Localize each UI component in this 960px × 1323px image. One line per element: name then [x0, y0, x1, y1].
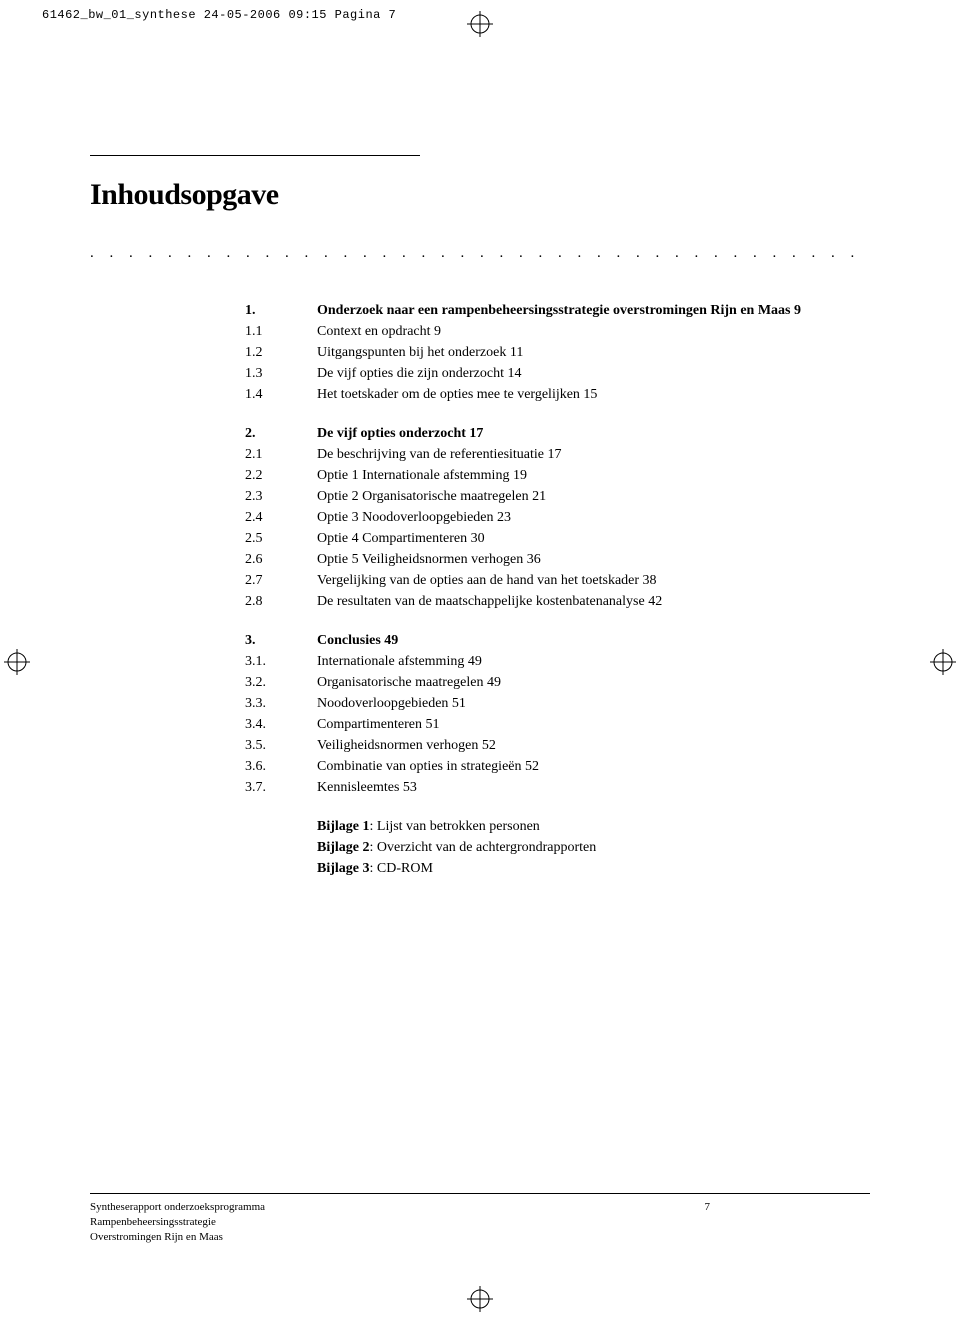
- footer-page-number: 7: [705, 1200, 871, 1245]
- toc-item-text: Optie 1 Internationale afstemming 19: [317, 465, 865, 486]
- toc-item-number: 3.5.: [245, 735, 317, 756]
- appendix-row: Bijlage 2: Overzicht van de achtergrondr…: [317, 837, 865, 858]
- toc-section: 3.Conclusies 493.1.Internationale afstem…: [245, 630, 865, 798]
- toc-item-number: 2.2: [245, 465, 317, 486]
- toc-item: 2.2Optie 1 Internationale afstemming 19: [245, 465, 865, 486]
- crop-mark-top: [467, 11, 493, 37]
- toc-item-number: 3.1.: [245, 651, 317, 672]
- toc-item-text: De beschrijving van de referentiesituati…: [317, 444, 865, 465]
- appendix-label: Bijlage 1: [317, 819, 370, 834]
- crop-mark-left: [4, 649, 30, 675]
- toc-item-text: Internationale afstemming 49: [317, 651, 865, 672]
- page-title: Inhoudsopgave: [90, 178, 279, 212]
- toc-item-text: Organisatorische maatregelen 49: [317, 672, 865, 693]
- toc-heading-text: Onderzoek naar een rampenbeheersingsstra…: [317, 300, 865, 321]
- print-slug: 61462_bw_01_synthese 24-05-2006 09:15 Pa…: [42, 8, 396, 22]
- page: 61462_bw_01_synthese 24-05-2006 09:15 Pa…: [0, 0, 960, 1323]
- toc-item-number: 2.7: [245, 570, 317, 591]
- toc-heading: 3.Conclusies 49: [245, 630, 865, 651]
- appendix-text: : Lijst van betrokken personen: [370, 819, 540, 834]
- toc-item-text: De resultaten van de maatschappelijke ko…: [317, 591, 865, 612]
- toc-item: 3.3.Noodoverloopgebieden 51: [245, 693, 865, 714]
- toc-item: 3.4.Compartimenteren 51: [245, 714, 865, 735]
- toc-item: 3.7.Kennisleemtes 53: [245, 777, 865, 798]
- toc-item-number: 1.3: [245, 363, 317, 384]
- appendix-text: : CD-ROM: [370, 861, 433, 876]
- toc-item-number: 3.4.: [245, 714, 317, 735]
- toc-item-text: Combinatie van opties in strategieën 52: [317, 756, 865, 777]
- rule-above-title: [90, 155, 420, 156]
- footer-left-text: Syntheserapport onderzoeksprogrammaRampe…: [90, 1200, 265, 1245]
- toc-item-text: De vijf opties die zijn onderzocht 14: [317, 363, 865, 384]
- toc-item-text: Optie 3 Noodoverloopgebieden 23: [317, 507, 865, 528]
- toc-heading-number: 3.: [245, 630, 317, 651]
- toc-heading-number: 2.: [245, 423, 317, 444]
- toc-item: 2.3Optie 2 Organisatorische maatregelen …: [245, 486, 865, 507]
- toc-item-text: Uitgangspunten bij het onderzoek 11: [317, 342, 865, 363]
- toc-item-number: 3.6.: [245, 756, 317, 777]
- toc-item: 1.3De vijf opties die zijn onderzocht 14: [245, 363, 865, 384]
- toc-heading: 1.Onderzoek naar een rampenbeheersingsst…: [245, 300, 865, 321]
- toc-item: 1.2Uitgangspunten bij het onderzoek 11: [245, 342, 865, 363]
- toc-section: 1.Onderzoek naar een rampenbeheersingsst…: [245, 300, 865, 405]
- toc-item-text: Het toetskader om de opties mee te verge…: [317, 384, 865, 405]
- appendix-row: Bijlage 3: CD-ROM: [317, 858, 865, 879]
- toc-item-text: Optie 4 Compartimenteren 30: [317, 528, 865, 549]
- toc-item: 2.5Optie 4 Compartimenteren 30: [245, 528, 865, 549]
- appendix-text: : Overzicht van de achtergrondrapporten: [370, 840, 597, 855]
- toc-item-number: 2.4: [245, 507, 317, 528]
- crop-mark-right: [930, 649, 956, 675]
- toc-section: 2.De vijf opties onderzocht 172.1De besc…: [245, 423, 865, 612]
- toc-item-number: 1.2: [245, 342, 317, 363]
- toc-item-number: 2.5: [245, 528, 317, 549]
- footer-line: Overstromingen Rijn en Maas: [90, 1230, 265, 1245]
- toc-item-number: 1.1: [245, 321, 317, 342]
- toc-item-number: 3.3.: [245, 693, 317, 714]
- toc-item: 3.6.Combinatie van opties in strategieën…: [245, 756, 865, 777]
- toc-item: 3.5.Veiligheidsnormen verhogen 52: [245, 735, 865, 756]
- toc-item-number: 1.4: [245, 384, 317, 405]
- toc-item-number: 3.7.: [245, 777, 317, 798]
- toc-heading-number: 1.: [245, 300, 317, 321]
- toc-item-text: Noodoverloopgebieden 51: [317, 693, 865, 714]
- toc-heading: 2.De vijf opties onderzocht 17: [245, 423, 865, 444]
- toc-item: 3.2.Organisatorische maatregelen 49: [245, 672, 865, 693]
- footer-line: Rampenbeheersingsstrategie: [90, 1215, 265, 1230]
- toc-heading-text: Conclusies 49: [317, 630, 865, 651]
- toc-item-text: Kennisleemtes 53: [317, 777, 865, 798]
- toc-item-text: Optie 5 Veiligheidsnormen verhogen 36: [317, 549, 865, 570]
- toc-item-number: 2.3: [245, 486, 317, 507]
- toc-appendices: Bijlage 1: Lijst van betrokken personenB…: [317, 816, 865, 879]
- appendix-label: Bijlage 2: [317, 840, 370, 855]
- toc-item-text: Veiligheidsnormen verhogen 52: [317, 735, 865, 756]
- toc-item: 2.8De resultaten van de maatschappelijke…: [245, 591, 865, 612]
- dotted-leader: . . . . . . . . . . . . . . . . . . . . …: [90, 245, 870, 262]
- table-of-contents: 1.Onderzoek naar een rampenbeheersingsst…: [245, 300, 865, 879]
- footer-line: Syntheserapport onderzoeksprogramma: [90, 1200, 265, 1215]
- toc-item-text: Compartimenteren 51: [317, 714, 865, 735]
- toc-heading-text: De vijf opties onderzocht 17: [317, 423, 865, 444]
- toc-item: 2.7Vergelijking van de opties aan de han…: [245, 570, 865, 591]
- toc-item: 2.4Optie 3 Noodoverloopgebieden 23: [245, 507, 865, 528]
- toc-item: 3.1.Internationale afstemming 49: [245, 651, 865, 672]
- crop-mark-bottom: [467, 1286, 493, 1312]
- toc-item: 2.1De beschrijving van de referentiesitu…: [245, 444, 865, 465]
- toc-item: 2.6Optie 5 Veiligheidsnormen verhogen 36: [245, 549, 865, 570]
- toc-item-text: Optie 2 Organisatorische maatregelen 21: [317, 486, 865, 507]
- toc-item-number: 2.6: [245, 549, 317, 570]
- toc-item-number: 2.8: [245, 591, 317, 612]
- toc-item: 1.1Context en opdracht 9: [245, 321, 865, 342]
- toc-item-text: Context en opdracht 9: [317, 321, 865, 342]
- appendix-row: Bijlage 1: Lijst van betrokken personen: [317, 816, 865, 837]
- toc-item-number: 3.2.: [245, 672, 317, 693]
- toc-item-text: Vergelijking van de opties aan de hand v…: [317, 570, 865, 591]
- toc-item-number: 2.1: [245, 444, 317, 465]
- page-footer: Syntheserapport onderzoeksprogrammaRampe…: [90, 1193, 870, 1245]
- appendix-label: Bijlage 3: [317, 861, 370, 876]
- toc-item: 1.4Het toetskader om de opties mee te ve…: [245, 384, 865, 405]
